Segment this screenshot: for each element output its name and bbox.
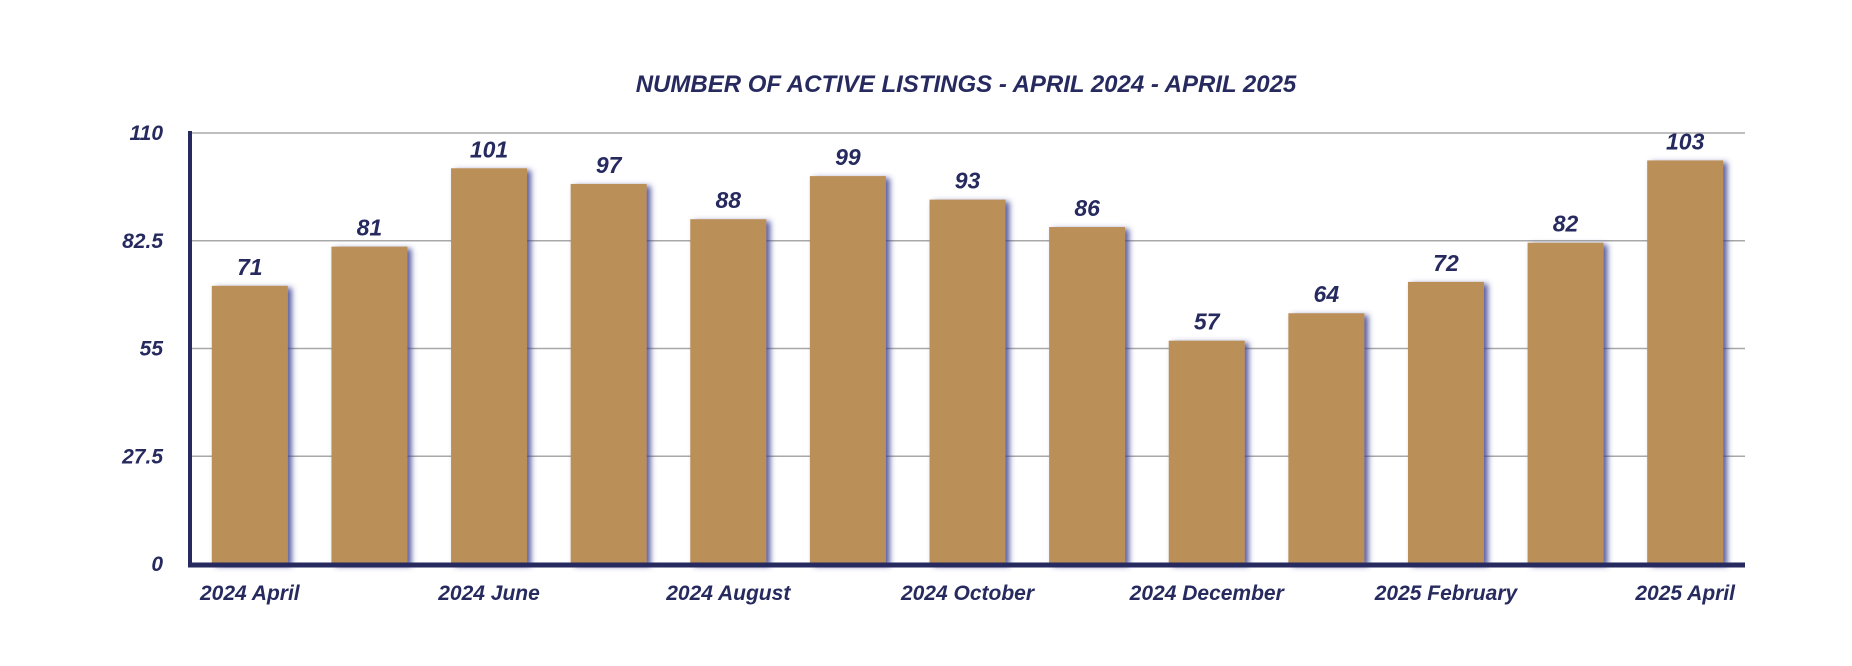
bar: [1049, 227, 1126, 564]
x-tick-label: 2025 February: [1374, 582, 1519, 605]
y-tick-label: 110: [130, 122, 164, 145]
data-label: 103: [1666, 128, 1705, 154]
x-axis-labels: 2024 April 2024 June 2024 August 2024 Octob…: [199, 582, 1736, 605]
y-tick-label: 27.5: [121, 445, 163, 468]
data-label: 57: [1194, 309, 1221, 335]
data-label: 93: [955, 168, 981, 194]
x-tick-label: 2025 April: [1634, 582, 1736, 605]
y-axis-ticks: 0 27.5 55 82.5 110: [121, 122, 163, 576]
axes: [188, 131, 1745, 568]
data-label: 97: [596, 152, 623, 178]
bar: [690, 219, 767, 564]
x-tick-label: 2024 August: [665, 582, 791, 605]
x-tick-label: 2024 October: [900, 582, 1036, 605]
data-label: 101: [470, 136, 508, 162]
bar: [331, 246, 408, 565]
data-label: 86: [1074, 195, 1100, 221]
bar: [570, 183, 647, 564]
bar: [1407, 281, 1484, 564]
x-tick-label: 2024 June: [437, 582, 540, 605]
bar: [929, 199, 1006, 565]
data-label: 64: [1314, 281, 1340, 307]
data-label: 72: [1433, 250, 1459, 276]
data-labels: 71 81 101 97 88 99 93 86 57 64 72 82 103: [237, 128, 1705, 334]
data-label: 81: [357, 215, 383, 241]
bar: [809, 176, 886, 564]
y-tick-label: 0: [151, 553, 163, 576]
bar: [1168, 340, 1245, 564]
bar: [1527, 242, 1604, 564]
data-label: 99: [835, 144, 861, 170]
y-tick-label: 82.5: [122, 230, 163, 253]
chart-title: NUMBER OF ACTIVE LISTINGS - APRIL 2024 -…: [636, 71, 1297, 98]
bars: [211, 160, 1724, 565]
bar: [451, 168, 528, 564]
data-label: 82: [1553, 211, 1579, 237]
x-tick-label: 2024 April: [199, 582, 301, 605]
bar: [211, 285, 288, 564]
data-label: 88: [715, 187, 741, 213]
bar: [1647, 160, 1724, 564]
y-tick-label: 55: [140, 338, 164, 361]
data-label: 71: [237, 254, 263, 280]
bar: [1288, 313, 1365, 564]
x-tick-label: 2024 December: [1129, 582, 1286, 605]
